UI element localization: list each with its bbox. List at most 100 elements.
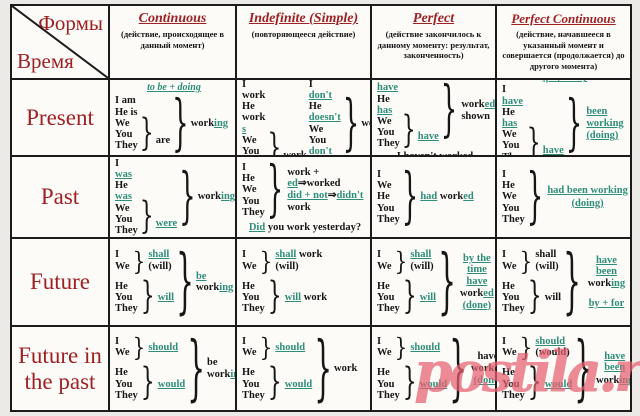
pronoun-line: They: [502, 152, 525, 155]
brace-glyph: }: [140, 362, 155, 405]
result-word: be working: [195, 270, 234, 293]
pronoun-line: I: [502, 335, 507, 347]
aux-word: were: [155, 218, 178, 230]
verb-ending: ed: [463, 191, 474, 203]
aux-word: have: [542, 144, 564, 156]
pronoun-line: I: [377, 335, 382, 347]
question-example: Did you work yesterday?: [248, 221, 362, 233]
formula-didnt: did + not⇒didn't work: [287, 190, 364, 213]
negation-marker: don't: [308, 89, 333, 101]
aux-word: will: [157, 292, 175, 304]
aux-word: should: [148, 341, 179, 353]
cell-future-perfect-continuous: I We } shall (will) He You They } will } hav…: [497, 239, 630, 327]
pronoun-line: I: [377, 168, 382, 180]
group-he-you-they: He You They } would: [377, 365, 448, 402]
verb-ending: ing: [619, 374, 630, 386]
result-word: have been: [595, 254, 617, 277]
result-word: been: [586, 105, 608, 117]
pronoun-line: I: [242, 249, 247, 261]
aux-alt: (will): [275, 260, 299, 272]
pronoun-groups: I We } should He You They } would: [115, 335, 185, 405]
brace-glyph: }: [449, 327, 468, 410]
pronoun-line: I: [242, 335, 247, 347]
aux-word: should: [535, 335, 566, 347]
result-word: (doing): [571, 197, 604, 209]
result-word: working: [586, 117, 624, 129]
result-column: worked shown: [461, 99, 495, 122]
conjugation-row: I We } should He You They } would } have wo…: [377, 327, 495, 410]
brace-glyph: }: [519, 245, 533, 276]
aux-word: are: [155, 134, 171, 146]
cell-past-perfect: I We He You They } had worked: [372, 157, 497, 239]
verb-ending: ed: [287, 178, 298, 190]
formula-line: (for, since): [502, 80, 628, 83]
brace-glyph: }: [266, 157, 284, 226]
pronoun-stack: I have He has We You They: [502, 84, 525, 155]
aux-word: will: [419, 292, 437, 304]
question-did: Did: [248, 221, 266, 233]
pronoun-line: You: [242, 292, 260, 304]
verb-ending: ing: [230, 368, 235, 380]
negation-marker: doesn't: [308, 112, 341, 124]
aux-word: should: [275, 341, 306, 353]
aux-word: will work: [284, 292, 328, 304]
group-he-you-they: He You They } will: [377, 278, 437, 315]
result-word: by + for: [588, 298, 625, 310]
pronoun-line: We: [308, 123, 324, 135]
pronoun-line: He: [242, 367, 255, 379]
negative-example: I haven't worked: [396, 150, 474, 157]
pronoun-line: They: [502, 389, 525, 401]
group-i-we: I We } should: [242, 335, 312, 360]
result-word: working: [596, 375, 630, 386]
pronoun-line: He: [242, 173, 255, 185]
pronoun-line: They: [377, 213, 400, 225]
formula-line: to be + doing: [115, 82, 233, 93]
cell-future-perfect: I We } shall (will) He You They } will } by …: [372, 239, 497, 327]
pronoun-groups: I We } shall work (will) He You They } will …: [242, 248, 328, 315]
pronoun-line: They: [242, 303, 265, 315]
pronoun-line: I am: [115, 95, 136, 107]
pronoun-stack: I He We You They: [502, 169, 525, 225]
pronoun-line: You: [115, 129, 133, 141]
pronoun-stack: I was He was We You They: [115, 158, 138, 236]
conjugation-row: I have He has We You They } have } worke…: [377, 80, 495, 150]
aux-marker: was: [115, 191, 132, 203]
result-word: work: [361, 117, 370, 129]
group-i-we: I We } should: [115, 335, 185, 360]
result-column: have worked (done): [471, 351, 495, 387]
column-subtitle: (повторяющееся действие): [251, 29, 356, 39]
row-label-text: Future: [29, 269, 91, 294]
corner-label-forms: Формы: [38, 11, 103, 35]
aux-word: shall: [148, 249, 170, 261]
pronoun-line: You don't: [309, 135, 341, 155]
cell-future-indefinite: I We } shall work (will) He You They } will …: [237, 239, 372, 327]
result-word: (doing): [586, 130, 619, 142]
brace-glyph: }: [179, 161, 196, 233]
cell-past-indefinite: I He We You They } work + ed⇒worked did …: [237, 157, 372, 239]
cell-future-in-past-indefinite: I We } should He You They } would } work: [237, 327, 372, 410]
aux-word: shall: [410, 249, 432, 261]
aux-word: would: [419, 378, 448, 390]
pronoun-line: I: [115, 335, 120, 347]
result-word: worked: [461, 98, 496, 110]
pronoun-line: He: [502, 280, 515, 292]
pronoun-groups: I We } should He You They } would: [242, 335, 312, 402]
pronoun-line: He is: [115, 106, 138, 118]
result-word: working: [191, 118, 228, 129]
pronoun-groups: I We } should He You They } would: [377, 335, 448, 402]
conjugation-row: I was He was We You They } were } workin…: [115, 158, 235, 236]
pronoun-line: I don't: [309, 80, 341, 101]
cell-present-indefinite: do, don't + do; doesn't + do I work He w…: [237, 80, 372, 157]
pronoun-line: We: [115, 260, 130, 272]
brace-glyph: }: [267, 128, 282, 157]
pronoun-line: I have: [377, 80, 400, 94]
aux-word: shall: [535, 249, 557, 261]
formula-text: (for, since): [543, 80, 587, 83]
pronoun-line: I: [115, 249, 120, 261]
brace-glyph: }: [574, 327, 593, 410]
pronoun-line: You: [502, 292, 520, 304]
cell-future-in-past-continuous: I We } should He You They } would } be work…: [110, 327, 237, 410]
conjugation-row: I We } shall work (will) He You They } will …: [242, 241, 368, 323]
brace-glyph: }: [438, 239, 456, 323]
